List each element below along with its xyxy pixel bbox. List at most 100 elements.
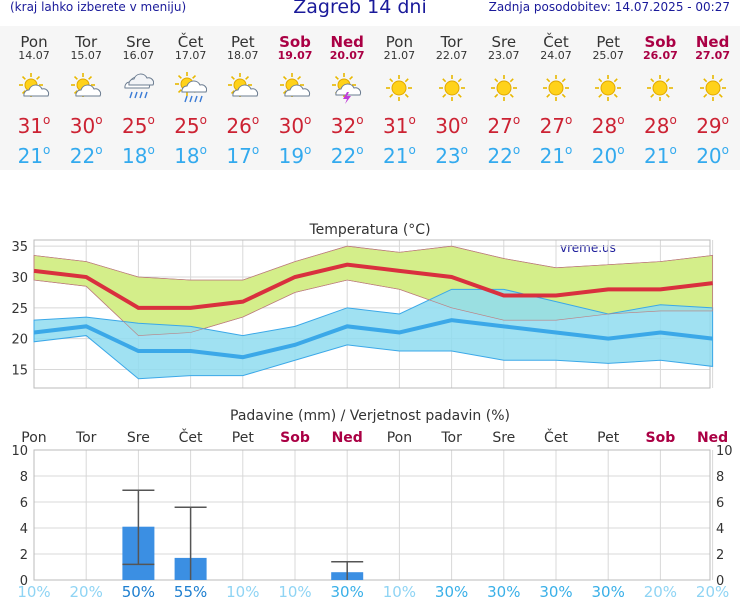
location-menu-hint: (kraj lahko izberete v meniju) (10, 0, 187, 14)
precipitation-probability-label: 50% (122, 583, 155, 600)
min-temp-value: 22 (487, 144, 513, 168)
last-updated: Zadnja posodobitev: 14.07.2025 - 00:27 (488, 0, 730, 14)
precipitation-probability-label: 30% (331, 583, 364, 600)
max-temp-value: 30 (435, 114, 461, 138)
precipitation-x-tick-label: Tor (75, 430, 97, 446)
day-date: 24.07 (540, 49, 572, 62)
min-temp: 19o (278, 143, 312, 168)
min-temp-value: 20 (696, 144, 722, 168)
max-temp: 32o (330, 113, 364, 138)
max-temp: 29o (696, 113, 729, 138)
max-temp: 31o (17, 113, 51, 138)
min-temp-value: 17 (226, 144, 252, 168)
max-temp: 30o (278, 113, 312, 138)
min-temp-value: 20 (591, 144, 618, 168)
max-temp: 30o (435, 113, 468, 138)
max-temp-value: 32 (330, 114, 357, 138)
precipitation-x-tick-label: Pon (387, 430, 412, 446)
max-temp-value: 31 (382, 114, 409, 138)
precipitation-x-tick-label: Sre (127, 430, 150, 446)
min-temp: 21o (643, 143, 677, 168)
day-name: Tor (440, 33, 463, 51)
sun-cloud-icon (280, 73, 310, 97)
precipitation-x-tick-label: Pon (21, 430, 46, 446)
min-temperature-line (33, 318, 713, 360)
max-temp: 27o (487, 113, 521, 138)
min-temp-value: 23 (435, 144, 461, 168)
day-date: 18.07 (227, 49, 259, 62)
sun-icon (386, 75, 413, 101)
min-temp: 21o (382, 143, 416, 168)
temperature-y-tick-label: 35 (11, 240, 28, 255)
day-name: Sob (279, 33, 311, 51)
precipitation-x-tick-label: Ned (332, 430, 363, 446)
max-temp-value: 26 (226, 114, 252, 138)
max-temp: 28o (643, 113, 677, 138)
min-temp: 21o (539, 143, 573, 168)
day-date: 27.07 (695, 49, 730, 62)
precipitation-y-tick-label-right: 10 (716, 444, 733, 459)
precipitation-probability-label: 20% (696, 583, 729, 600)
min-temp-value: 22 (69, 144, 96, 168)
precipitation-x-tick-label: Sob (280, 430, 310, 446)
max-temp: 27o (539, 113, 573, 138)
precipitation-x-tick-label: Čet (179, 428, 203, 446)
min-temp: 18o (174, 143, 207, 168)
day-name: Pet (230, 33, 255, 51)
precipitation-y-tick-label: 10 (11, 444, 28, 459)
sun-cloud-icon (227, 73, 258, 97)
min-temp: 22o (330, 143, 364, 168)
precipitation-y-tick-label-right: 0 (716, 574, 724, 589)
max-temp-value: 27 (487, 114, 513, 138)
max-temp-value: 29 (696, 114, 722, 138)
day-name: Tor (75, 33, 98, 51)
sun-icon (438, 75, 465, 101)
day-date: 23.07 (488, 49, 520, 62)
min-temp-value: 21 (17, 144, 44, 168)
precipitation-probability-label: 10% (383, 583, 416, 600)
day-date: 16.07 (122, 49, 155, 62)
precipitation-y-tick-label: 0 (20, 574, 28, 589)
sun-cloud-icon (71, 73, 102, 97)
day-name: Sre (491, 33, 517, 51)
min-temp: 17o (226, 143, 260, 168)
precipitation-y-tick-label: 2 (20, 548, 28, 563)
sun-icon (699, 75, 726, 101)
precipitation-probability-label: 20% (644, 583, 677, 600)
min-temp-value: 21 (539, 144, 566, 168)
day-name: Čet (177, 33, 204, 51)
cloud-rain-icon (124, 73, 155, 99)
max-temp-value: 25 (121, 114, 148, 138)
precipitation-y-tick-label-right: 4 (716, 522, 724, 537)
sun-icon (490, 75, 517, 101)
min-temp: 18o (121, 143, 155, 168)
min-temp-value: 19 (278, 144, 305, 168)
day-date: 14.07 (18, 49, 50, 62)
precipitation-x-tick-label: Ned (697, 430, 728, 446)
precipitation-chart-title: Padavine (mm) / Verjetnost padavin (%) (230, 408, 510, 424)
daily-forecast-strip: Pon 14.07 31o 21o Tor 15.07 30o 22o Sre 16.07 25o 1… (0, 26, 740, 170)
temperature-y-tick-label: 30 (11, 271, 28, 286)
min-temp: 20o (591, 143, 625, 168)
max-temp-value: 30 (69, 114, 96, 138)
max-temp: 28o (591, 113, 625, 138)
day-name: Sre (126, 33, 151, 51)
precipitation-y-tick-label: 4 (20, 522, 28, 537)
sun-cloud-thunder-icon (332, 73, 362, 104)
day-date: 21.07 (383, 49, 416, 62)
day-name: Pon (385, 33, 413, 51)
day-date: 20.07 (329, 49, 365, 62)
min-temp-value: 18 (121, 144, 148, 168)
precipitation-x-tick-label: Sre (492, 430, 515, 446)
temperature-y-tick-label: 25 (11, 302, 28, 317)
min-temp: 22o (69, 143, 103, 168)
sun-cloud-icon (19, 73, 49, 97)
day-name: Čet (543, 33, 569, 51)
precipitation-probability-label: 55% (174, 583, 207, 600)
precipitation-probability-label: 10% (17, 583, 50, 600)
max-temp-value: 25 (174, 114, 200, 138)
temperature-y-tick-label: 15 (11, 364, 28, 379)
precipitation-y-tick-label-right: 2 (716, 548, 724, 563)
day-name: Ned (330, 33, 364, 51)
